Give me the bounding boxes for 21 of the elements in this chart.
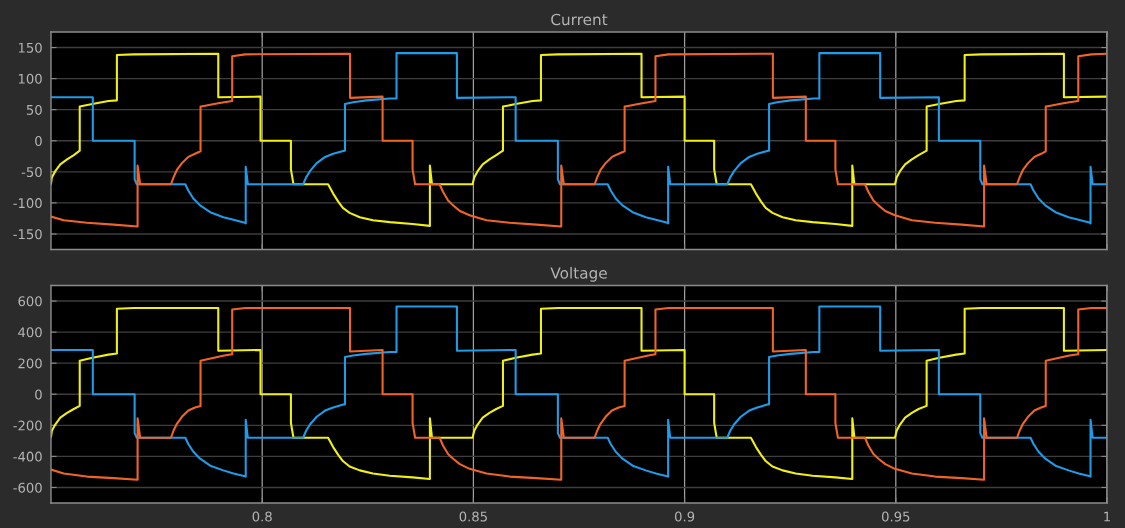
y-tick-label: -150	[13, 229, 42, 240]
y-tick-label: -200	[13, 420, 42, 431]
y-tick-label: -100	[13, 198, 42, 209]
y-tick-label: 100	[18, 73, 42, 84]
y-tick-label: 0	[35, 135, 42, 146]
x-tick-label: 0.9	[674, 511, 695, 522]
y-tick-label: -50	[21, 167, 42, 178]
chart-title: Voltage	[550, 266, 607, 282]
x-tick-label: 1	[1104, 511, 1110, 522]
chart-title: Current	[551, 13, 608, 26]
y-tick-label: 150	[18, 42, 42, 53]
y-tick-label: 200	[18, 358, 42, 369]
y-tick-label: 400	[18, 327, 42, 338]
x-tick-label: 0.85	[459, 511, 487, 522]
y-tick-label: 600	[18, 296, 42, 307]
y-tick-label: 50	[26, 104, 42, 115]
x-tick-label: 0.95	[881, 511, 910, 522]
x-tick-label: 0.8	[252, 511, 272, 522]
y-tick-label: -600	[13, 482, 42, 493]
y-tick-label: -400	[13, 451, 42, 462]
y-tick-label: 0	[35, 389, 42, 400]
